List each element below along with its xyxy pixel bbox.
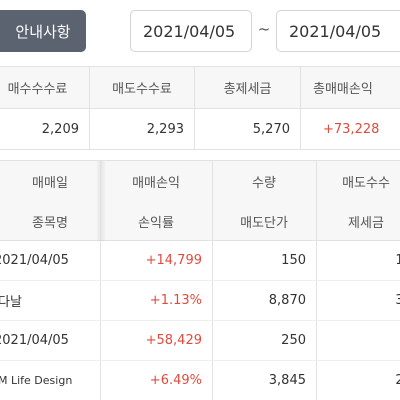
trade-date-cell: 2021/04/05 [0, 253, 69, 268]
sell-fee-cell: 1,3 [395, 253, 400, 268]
trade-profit-header: 매매손익 [132, 175, 180, 191]
table-row[interactable]: 2021/04/05 +14,799 150 1,3 [0, 241, 400, 281]
stock-name-cell: M Life Design [0, 374, 73, 387]
tax-cell: 2,2 [395, 373, 400, 388]
stock-name-header: 종목명 [32, 215, 68, 231]
sell-fee-cell: 9 [316, 321, 400, 360]
date-range-separator: ~ [257, 20, 271, 38]
detail-header-row-1: 매매일 매매손익 수량 매도수수 [0, 161, 400, 201]
summary-table: 매수수수료 매도수수료 총제세금 총매매손익 2,209 2,293 5,270… [0, 66, 400, 150]
sell-fee-col-header: 매도수수 [342, 175, 390, 191]
start-date-field[interactable]: 2021/04/05 [130, 10, 252, 52]
table-row[interactable]: 다날 +1.13% 8,870 3,0 [0, 281, 400, 321]
total-profit-header: 총매매손익 [313, 82, 373, 97]
trade-detail-table[interactable]: 매매일 매매손익 수량 매도수수 종목명 손익률 매도단가 제세금 2021/0… [0, 160, 400, 400]
trade-date-header: 매매일 [32, 175, 68, 191]
quantity-cell: 250 [281, 333, 306, 348]
filter-bar: 안내사항 2021/04/05 ~ 2021/04/05 [0, 0, 400, 66]
tax-cell: 3,0 [395, 293, 400, 308]
tax-col-header: 제세금 [348, 215, 384, 231]
detail-header: 매매일 매매손익 수량 매도수수 종목명 손익률 매도단가 제세금 [0, 161, 400, 241]
sell-price-cell: 8,870 [268, 293, 306, 308]
quantity-header: 수량 [252, 175, 276, 191]
table-row[interactable]: M Life Design +6.49% 3,845 2,2 [0, 361, 400, 400]
sell-fee-header: 매도수수료 [90, 67, 195, 108]
stock-name-cell: 다날 [0, 295, 22, 310]
total-tax-header: 총제세금 [195, 67, 301, 108]
buy-fee-header: 매수수수료 [0, 67, 90, 108]
section-gap [0, 150, 400, 160]
sell-price-header: 매도단가 [240, 215, 288, 231]
detail-header-row-2: 종목명 손익률 매도단가 제세금 [0, 201, 400, 241]
end-date-value: 2021/04/05 [289, 21, 382, 41]
table-row[interactable]: 2021/04/05 +58,429 250 9 [0, 321, 400, 361]
buy-fee-value: 2,209 [0, 109, 90, 149]
start-date-value: 2021/04/05 [143, 21, 236, 41]
profit-rate-cell: +6.49% [149, 373, 202, 388]
total-profit-value: +73,228 [323, 121, 380, 137]
sell-fee-value: 2,293 [90, 109, 195, 149]
trade-date-cell: 2021/04/05 [0, 333, 69, 348]
trade-profit-cell: +58,429 [145, 333, 202, 348]
notice-button[interactable]: 안내사항 [0, 10, 86, 52]
end-date-field[interactable]: 2021/04/05 [276, 10, 400, 52]
frozen-column-shadow [96, 161, 106, 241]
total-tax-value: 5,270 [195, 109, 301, 149]
summary-header-row [0, 67, 400, 109]
profit-rate-cell: +1.13% [149, 293, 202, 308]
sell-price-cell: 3,845 [268, 373, 306, 388]
quantity-cell: 150 [281, 253, 306, 268]
profit-rate-header: 손익률 [138, 215, 174, 231]
trade-profit-cell: +14,799 [145, 253, 202, 268]
detail-body: 2021/04/05 +14,799 150 1,3 다날 +1.13% 8,8… [0, 241, 400, 400]
